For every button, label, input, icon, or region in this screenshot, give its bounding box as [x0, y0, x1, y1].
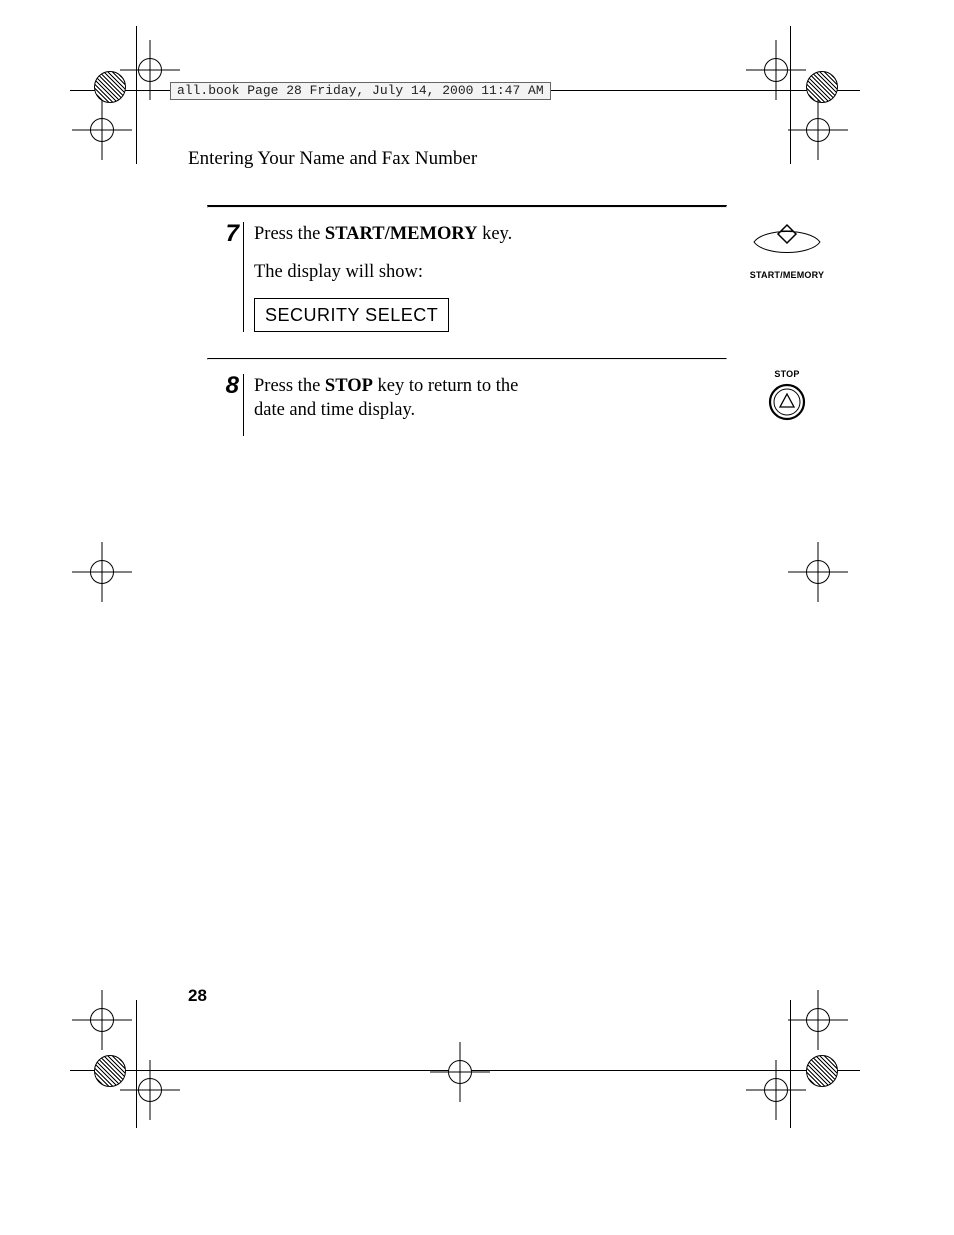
crosshair-icon: [788, 990, 848, 1050]
crosshair-icon: [72, 100, 132, 160]
stop-icon: [767, 382, 807, 422]
registration-disc-icon: [806, 1055, 838, 1087]
step-text: The display will show:: [254, 260, 534, 284]
registration-disc-icon: [806, 71, 838, 103]
crosshair-icon: [788, 542, 848, 602]
step-icon: STOP: [707, 366, 867, 427]
crosshair-icon: [120, 1060, 180, 1120]
icon-label: START/MEMORY: [707, 270, 867, 280]
step-icon: START/MEMORY: [707, 222, 867, 280]
crosshair-icon: [72, 990, 132, 1050]
lcd-display: SECURITY SELECT: [254, 298, 449, 332]
page-meta-header: all.book Page 28 Friday, July 14, 2000 1…: [170, 82, 551, 100]
icon-label: STOP: [707, 369, 867, 379]
step-number: 7: [213, 222, 244, 332]
start-memory-icon: [752, 222, 822, 262]
page-number: 28: [188, 986, 207, 1006]
step-text: Press the START/MEMORY key.: [254, 222, 534, 246]
crosshair-icon: [746, 1060, 806, 1120]
section-title: Entering Your Name and Fax Number: [188, 148, 477, 170]
step: 8 Press the STOP key to return to the da…: [207, 360, 727, 462]
crosshair-icon: [430, 1042, 490, 1102]
crosshair-icon: [788, 100, 848, 160]
page: all.book Page 28 Friday, July 14, 2000 1…: [0, 0, 954, 1235]
step-text: Press the STOP key to return to the date…: [254, 374, 534, 422]
step: 7 Press the START/MEMORY key. The displa…: [207, 208, 727, 358]
page-meta-text: all.book Page 28 Friday, July 14, 2000 1…: [177, 83, 544, 98]
crosshair-icon: [72, 542, 132, 602]
step-body: Press the START/MEMORY key. The display …: [244, 222, 534, 332]
step-number: 8: [213, 374, 244, 436]
content-area: 7 Press the START/MEMORY key. The displa…: [207, 205, 727, 462]
crosshair-icon: [746, 40, 806, 100]
step-body: Press the STOP key to return to the date…: [244, 374, 534, 436]
